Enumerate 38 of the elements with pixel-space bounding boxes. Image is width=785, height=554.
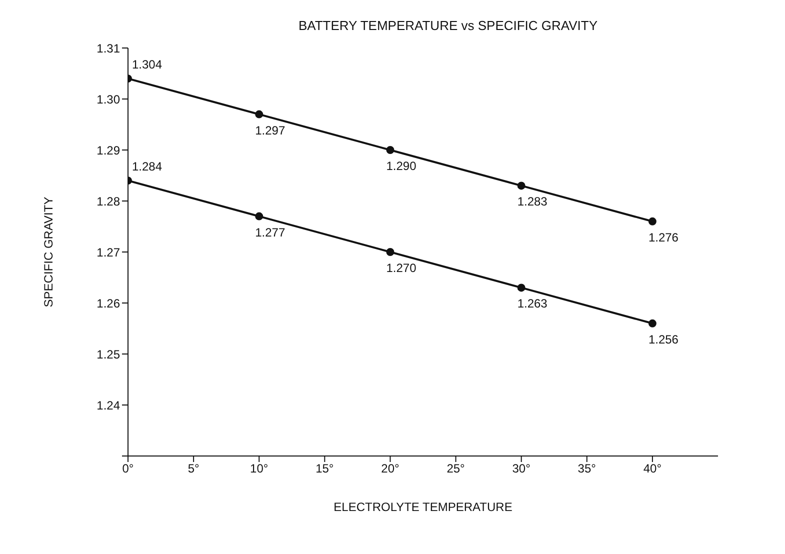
y-tick-label: 1.25	[96, 347, 120, 362]
y-tick-label: 1.29	[96, 143, 120, 158]
point	[517, 182, 526, 190]
y-tick-label: 1.30	[96, 92, 120, 106]
data-label: 1.283	[517, 194, 548, 209]
y-tick-label: 1.26	[96, 296, 120, 310]
x-tick-label: 35°	[578, 462, 596, 476]
x-tick-label: 25°	[446, 462, 466, 476]
y-tick-label: 1.31	[96, 41, 120, 56]
point	[386, 248, 394, 256]
y-tick-label: 1.24	[96, 398, 120, 412]
data-label: 1.276	[648, 230, 679, 244]
y-tick-label: 1.28	[96, 194, 120, 208]
point	[255, 212, 264, 220]
x-tick-label: 15°	[316, 462, 334, 476]
point	[255, 110, 264, 118]
y-tick-label: 1.27	[96, 245, 120, 260]
data-label: 1.284	[132, 160, 162, 174]
data-label: 1.263	[517, 296, 548, 311]
point	[386, 146, 394, 154]
point	[517, 284, 526, 292]
x-tick-label: 20°	[381, 462, 400, 476]
data-label: 1.256	[648, 332, 679, 346]
data-label: 1.304	[132, 58, 162, 72]
point	[648, 217, 656, 226]
y-axis-title: SPECIFIC GRAVITY	[41, 196, 56, 308]
x-tick-label: 30°	[512, 462, 531, 476]
data-label: 1.277	[255, 225, 286, 240]
data-label: 1.297	[255, 123, 286, 138]
x-tick-label: 10°	[250, 462, 268, 476]
x-tick-label: 0°	[122, 462, 134, 476]
x-tick-label: 40°	[643, 462, 662, 476]
x-axis-title: ELECTROLYTE TEMPERATURE	[334, 500, 512, 514]
data-label: 1.270	[386, 261, 417, 275]
x-tick-label: 5°	[188, 462, 200, 476]
point	[648, 319, 656, 328]
data-label: 1.290	[386, 159, 417, 173]
chart-title: BATTERY TEMPERATURE vs SPECIFIC GRAVITY	[298, 18, 598, 33]
